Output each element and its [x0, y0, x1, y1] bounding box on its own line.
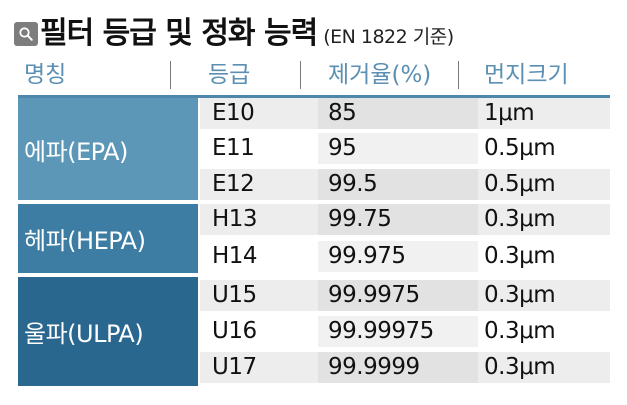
cell-size: 0.3μm	[484, 354, 556, 380]
cell-size: 0.5μm	[484, 171, 556, 197]
cell-rate: 99.75	[328, 206, 392, 232]
cell-size: 0.3μm	[484, 282, 556, 308]
search-icon[interactable]	[14, 22, 38, 46]
table-row: H13 99.75 0.3μm	[200, 204, 610, 235]
cell-grade: E11	[212, 135, 255, 161]
cell-rate: 99.5	[328, 171, 378, 197]
cell-grade: H14	[212, 243, 258, 269]
cell-grade: E10	[212, 100, 255, 126]
cell-grade: E12	[212, 171, 255, 197]
cell-size: 1μm	[484, 100, 535, 126]
group-label-hepa: 헤파(HEPA)	[18, 204, 198, 273]
cell-rate: 99.9975	[328, 282, 420, 308]
cell-grade: U17	[212, 354, 257, 380]
cell-grade: U15	[212, 282, 257, 308]
table-header: 명칭 등급 제거율(%) 먼지크기	[18, 58, 610, 92]
cell-size: 0.3μm	[484, 318, 556, 344]
group-label-text: 에파(EPA)	[24, 137, 128, 166]
table-row: U15 99.9975 0.3μm	[200, 280, 610, 311]
group-label-ulpa: 울파(ULPA)	[18, 277, 198, 386]
cell-size: 0.3μm	[484, 206, 556, 232]
page-subtitle: (EN 1822 기준)	[323, 26, 454, 48]
group-label-epa: 에파(EPA)	[18, 98, 198, 200]
table-row: H14 99.975 0.3μm	[200, 241, 610, 272]
cell-rate: 99.99975	[328, 318, 434, 344]
header-name: 명칭	[24, 62, 67, 88]
table-row: E12 99.5 0.5μm	[200, 169, 610, 200]
table-row: U17 99.9999 0.3μm	[200, 352, 610, 383]
cell-size: 0.3μm	[484, 243, 556, 269]
cell-rate: 99.9999	[328, 354, 420, 380]
table-row: U16 99.99975 0.3μm	[200, 316, 610, 347]
header-removal-rate: 제거율(%)	[328, 62, 432, 88]
cell-grade: U16	[212, 318, 257, 344]
cell-size: 0.5μm	[484, 135, 556, 161]
header-separator	[458, 61, 459, 89]
title-row: 필터 등급 및 정화 능력 (EN 1822 기준)	[14, 10, 454, 52]
group-label-text: 울파(ULPA)	[24, 320, 144, 348]
header-rule	[18, 95, 610, 98]
header-separator	[170, 61, 171, 89]
table-row: E11 95 0.5μm	[200, 133, 610, 164]
group-label-text: 헤파(HEPA)	[24, 227, 146, 255]
magnifier-glyph	[19, 27, 33, 41]
group-divider	[18, 201, 610, 204]
cell-rate: 85	[328, 100, 357, 126]
cell-grade: H13	[212, 206, 258, 232]
header-separator	[300, 61, 301, 89]
cell-rate: 95	[328, 135, 357, 161]
table-row: E10 85 1μm	[200, 98, 610, 129]
header-dust-size: 먼지크기	[484, 62, 569, 88]
cell-rate: 99.975	[328, 243, 406, 269]
page-title: 필터 등급 및 정화 능력	[40, 16, 318, 51]
header-grade: 등급	[208, 62, 251, 88]
filter-table: 에파(EPA) E10 85 1μm E11 95 0.5μm E12 99.5…	[18, 98, 610, 386]
group-divider	[18, 274, 610, 277]
